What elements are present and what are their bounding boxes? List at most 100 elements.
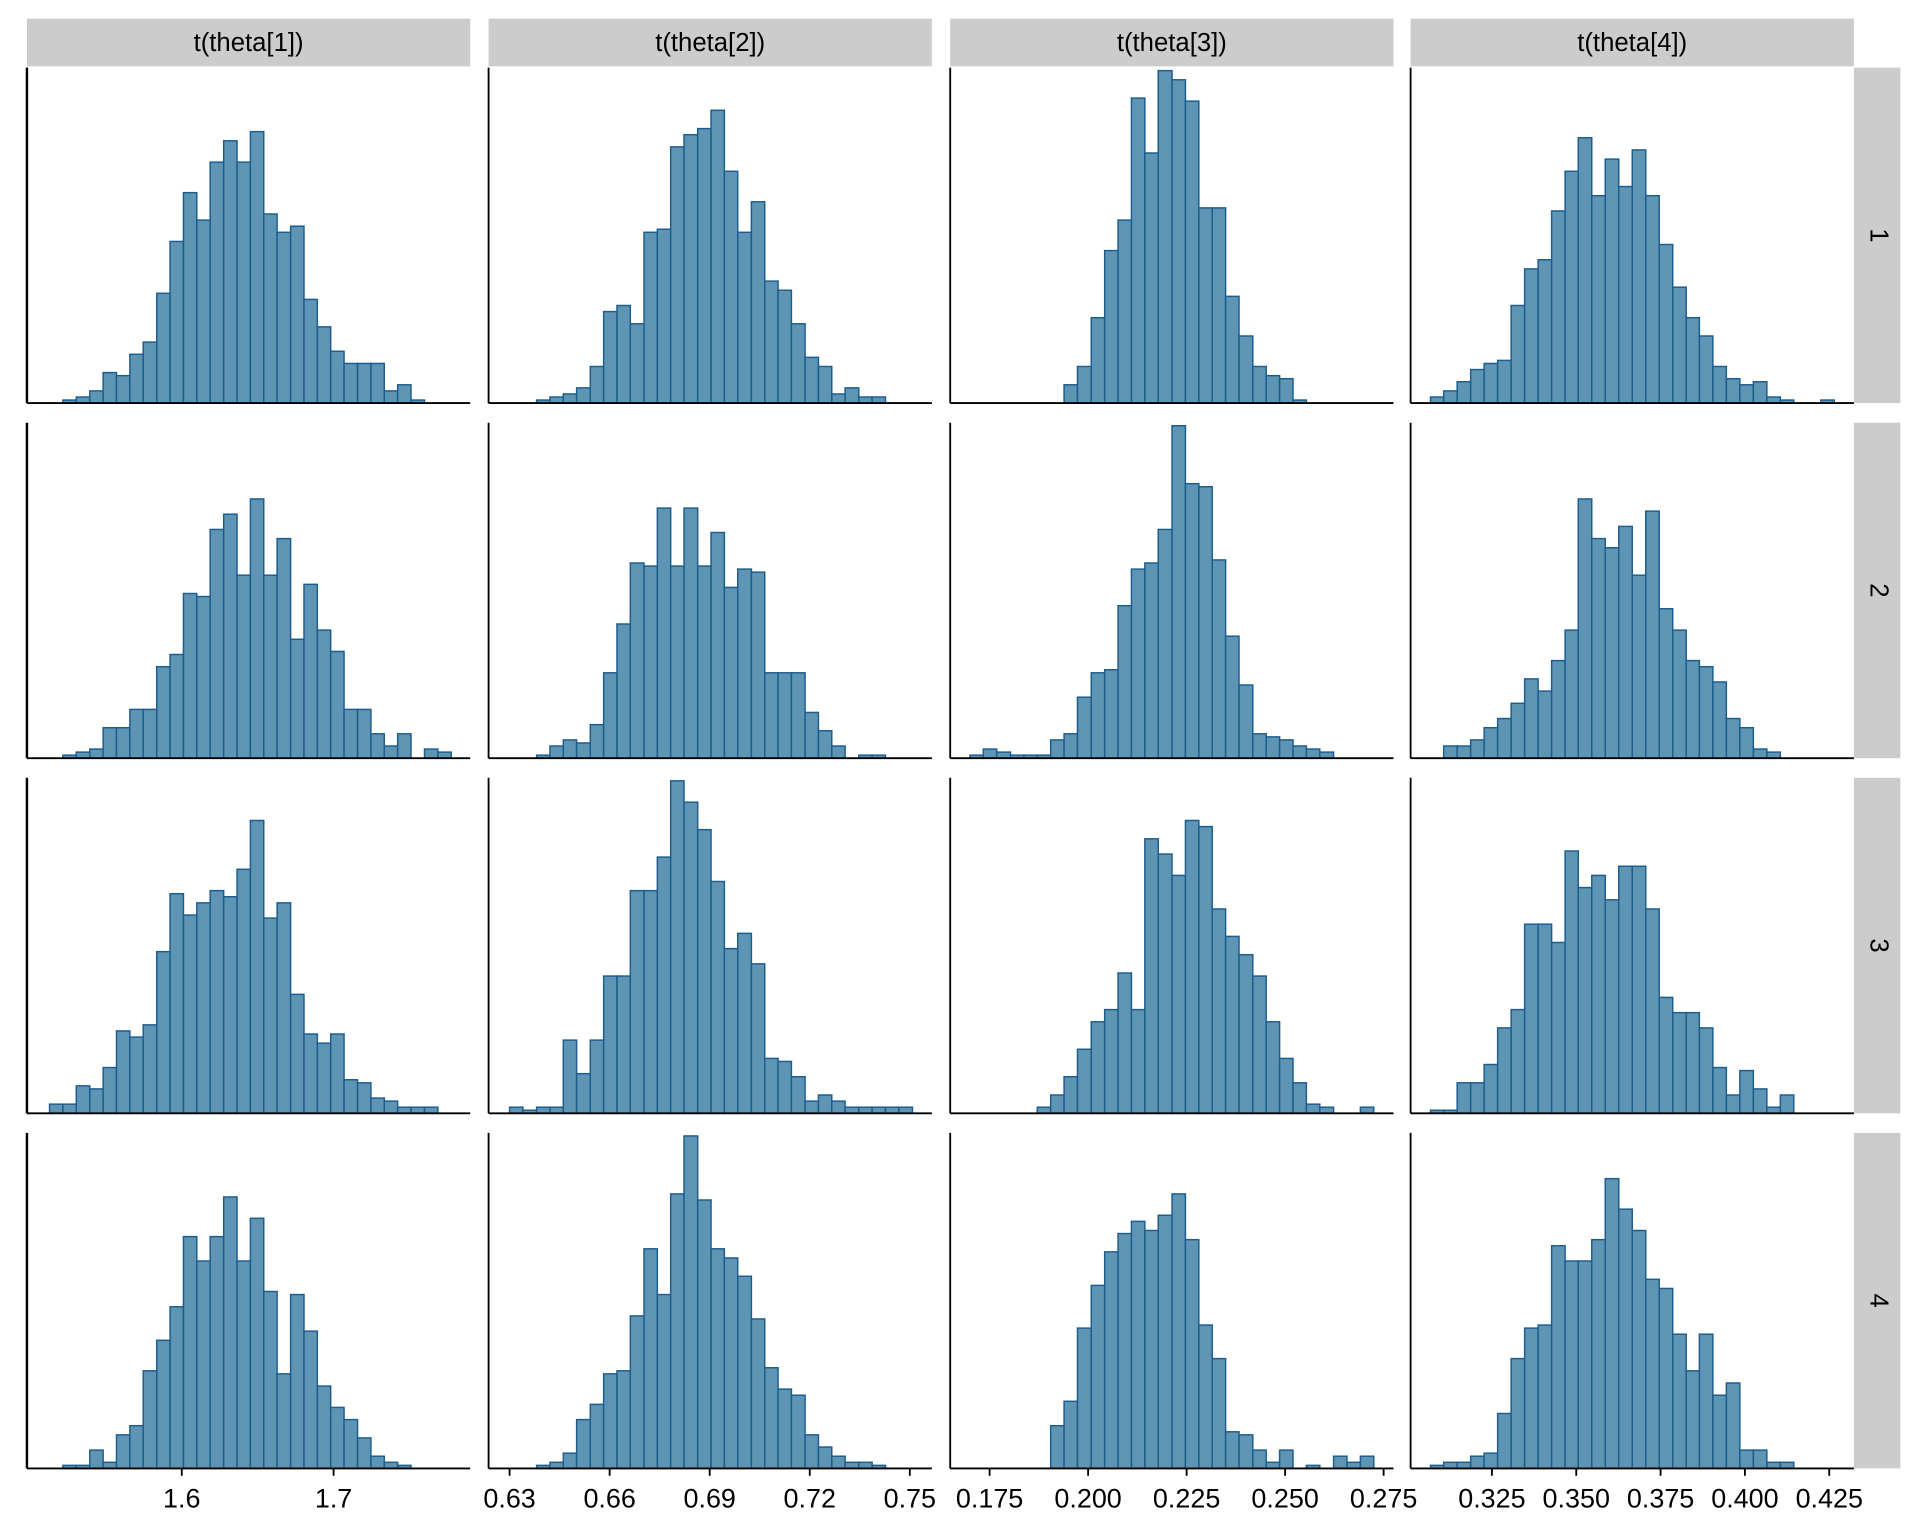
x-tick-label: 0.63 [483, 1483, 535, 1513]
bar [1564, 629, 1580, 759]
bar [316, 629, 332, 759]
bar [1483, 726, 1499, 759]
bar [723, 1257, 739, 1470]
x-tick-label: 0.175 [956, 1483, 1023, 1513]
bar [289, 638, 305, 759]
bar [75, 1085, 91, 1115]
bar [1712, 681, 1728, 759]
x-tick-label: 1.7 [315, 1483, 352, 1513]
bar [182, 191, 198, 404]
bar [643, 231, 659, 404]
bar [1265, 374, 1281, 404]
bar [1725, 1382, 1741, 1470]
bar [1523, 268, 1539, 404]
x-tick-label: 0.72 [784, 1483, 836, 1513]
bar [1076, 1327, 1092, 1470]
bar [1211, 207, 1227, 404]
bar [356, 708, 372, 759]
bar [777, 1388, 793, 1470]
bar [817, 1094, 833, 1115]
bar [222, 140, 238, 404]
bar [1483, 1452, 1499, 1470]
bar [383, 745, 399, 759]
bar [804, 1434, 820, 1470]
bar [1510, 1357, 1526, 1470]
bar [1591, 537, 1606, 759]
bar [222, 513, 238, 759]
bar [102, 371, 118, 404]
bar [575, 1072, 592, 1115]
bar [1671, 1333, 1687, 1470]
bar [629, 1315, 645, 1470]
bar [370, 1097, 386, 1115]
bar [370, 362, 386, 404]
bar [764, 280, 779, 404]
bar [1618, 525, 1633, 759]
bar [1577, 1260, 1593, 1470]
bar [1456, 381, 1472, 404]
bar [1510, 1008, 1526, 1115]
bar [750, 963, 766, 1115]
bar [303, 1033, 319, 1115]
bar [1157, 528, 1173, 759]
bar [1752, 748, 1768, 759]
bar [1779, 1094, 1795, 1115]
bar [1537, 923, 1553, 1115]
strip [950, 18, 1394, 67]
bar [249, 819, 265, 1115]
bar [303, 298, 319, 404]
bar [1117, 1232, 1133, 1470]
bar [777, 1060, 793, 1115]
bar [1658, 996, 1674, 1115]
bar [1698, 1333, 1714, 1470]
bar [182, 1235, 198, 1470]
bar [1712, 365, 1728, 404]
bar [1157, 69, 1173, 404]
bar [1685, 659, 1701, 759]
bar [236, 1260, 252, 1470]
bar [723, 947, 739, 1115]
bar [142, 1024, 158, 1115]
bar [1198, 1324, 1213, 1470]
bar [329, 350, 345, 404]
strip [26, 18, 471, 67]
x-tick-label: 0.350 [1543, 1483, 1610, 1513]
strip-label: t(theta[2]) [655, 29, 765, 57]
bar [616, 304, 632, 404]
bar [1591, 1238, 1606, 1470]
bar [817, 730, 833, 759]
bar [696, 565, 712, 759]
bar [982, 748, 998, 759]
bar [1658, 608, 1674, 759]
bar [1144, 1229, 1159, 1470]
bar [1658, 243, 1674, 404]
bar [656, 1293, 672, 1470]
bar [196, 595, 211, 759]
bar [1252, 975, 1267, 1115]
bar [1645, 1278, 1660, 1470]
strip [1853, 777, 1901, 1114]
bar [209, 528, 225, 759]
bar [1238, 953, 1254, 1115]
bar [249, 1217, 265, 1470]
bar [1604, 899, 1620, 1115]
bar [1523, 678, 1539, 759]
bar [736, 231, 753, 404]
bar [222, 1196, 238, 1470]
bar [696, 828, 712, 1115]
bar [1238, 1434, 1254, 1470]
bar [182, 914, 198, 1115]
bar [1278, 377, 1294, 404]
bar [750, 571, 766, 759]
bar [1305, 1103, 1321, 1115]
bar [1591, 194, 1606, 404]
bar [831, 1455, 846, 1470]
bar [383, 390, 399, 404]
bar [777, 672, 793, 759]
bar [575, 1418, 592, 1470]
bar [643, 565, 659, 759]
bar [1144, 152, 1159, 404]
bar [129, 1424, 144, 1470]
bar [1130, 1220, 1146, 1470]
bar [142, 341, 158, 404]
